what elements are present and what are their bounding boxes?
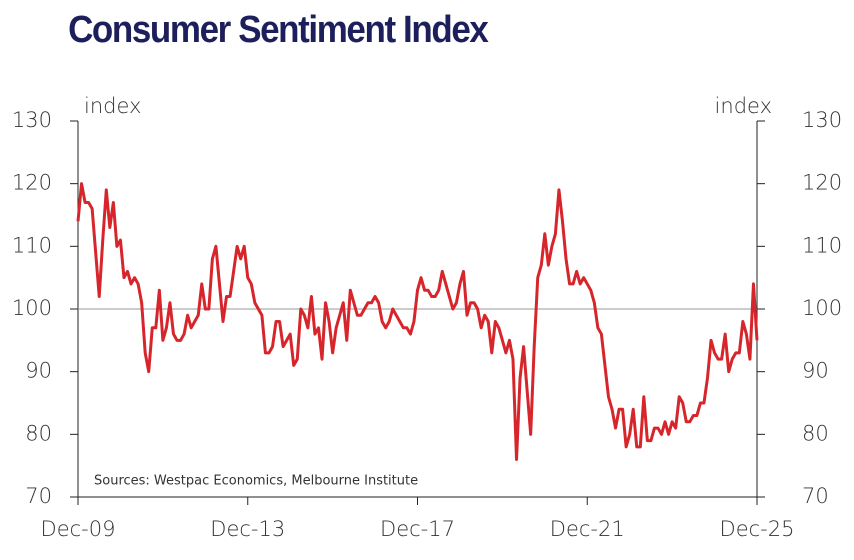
y2-tick-label: 110 [802, 233, 842, 257]
y-tick-label: 100 [12, 296, 52, 320]
y-tick-label: 130 [12, 108, 52, 132]
y-tick-label: 110 [12, 233, 52, 257]
source-note: Sources: Westpac Economics, Melbourne In… [94, 474, 418, 489]
y-tick-label: 120 [12, 171, 52, 195]
x-tick-label: Dec-13 [210, 517, 285, 541]
x-tick-label: Dec-21 [550, 517, 625, 541]
x-tick-label: Dec-25 [720, 517, 795, 541]
y-tick-label: 80 [25, 421, 52, 445]
x-tick-label: Dec-17 [380, 517, 455, 541]
y-tick-label: 70 [25, 484, 52, 508]
data-line [76, 182, 759, 461]
chart-title: Consumer Sentiment Index [68, 8, 489, 51]
y2-axis-label: index [715, 94, 772, 118]
y2-tick-label: 90 [802, 359, 829, 383]
y-axis-label: index [84, 94, 141, 118]
x-tick-label: Dec-09 [41, 517, 116, 541]
y2-tick-label: 120 [802, 171, 842, 195]
y-tick-label: 90 [25, 359, 52, 383]
y2-tick-label: 130 [802, 108, 842, 132]
y2-tick-label: 100 [802, 296, 842, 320]
y2-tick-label: 80 [802, 421, 829, 445]
y2-tick-label: 70 [802, 484, 829, 508]
